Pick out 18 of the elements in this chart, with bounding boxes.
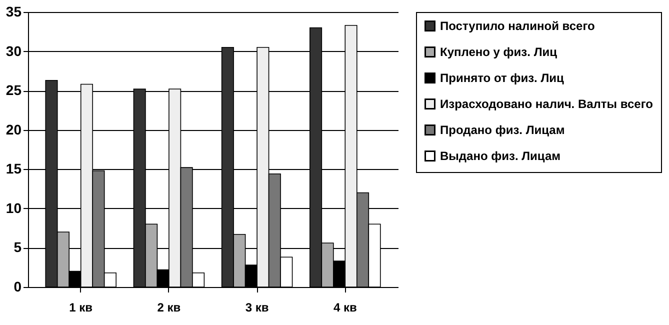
- legend-label: Продано физ. Лицам: [440, 123, 565, 137]
- legend-label: Выдано физ. Лицам: [440, 149, 561, 163]
- y-tick-label: 35: [6, 4, 22, 20]
- y-tick-label: 25: [6, 82, 22, 98]
- legend-label: Принято от физ. Лиц: [440, 71, 565, 85]
- x-tick-label: 1 кв: [69, 300, 93, 314]
- legend-label: Израсходовано налич. Валты всего: [440, 97, 653, 111]
- legend-label: Поступило налиной всего: [440, 19, 595, 33]
- x-tick-label: 3 кв: [245, 300, 269, 314]
- x-tick-label: 4 кв: [333, 300, 357, 314]
- x-tick-label: 2 кв: [157, 300, 181, 314]
- y-tick-label: 20: [6, 121, 22, 138]
- y-tick-label: 0: [14, 278, 22, 294]
- y-tick-label: 10: [6, 200, 22, 216]
- legend-label: Куплено у физ. Лиц: [440, 45, 558, 59]
- y-tick-label: 30: [6, 42, 22, 59]
- y-tick-label: 15: [6, 160, 22, 177]
- y-tick-label: 5: [14, 239, 22, 256]
